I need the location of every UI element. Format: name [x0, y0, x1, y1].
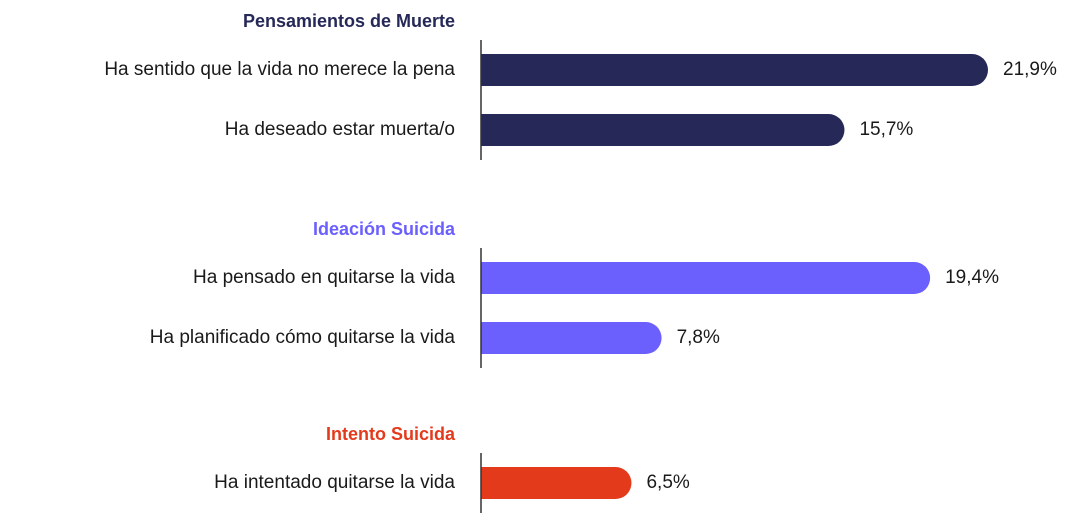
category-label: Ha sentido que la vida no merece la pena — [104, 59, 455, 80]
bar — [481, 262, 931, 294]
value-label: 21,9% — [1003, 59, 1057, 80]
category-label: Ha deseado estar muerta/o — [225, 119, 455, 140]
bar — [481, 467, 632, 499]
value-label: 15,7% — [859, 119, 913, 140]
category-label: Ha planificado cómo quitarse la vida — [150, 327, 456, 348]
group-title: Ideación Suicida — [313, 219, 456, 239]
value-label: 19,4% — [945, 267, 999, 288]
group-title: Pensamientos de Muerte — [243, 11, 455, 31]
bar — [481, 114, 845, 146]
category-label: Ha pensado en quitarse la vida — [193, 267, 455, 288]
group-title: Intento Suicida — [326, 424, 456, 444]
value-label: 6,5% — [646, 472, 689, 493]
value-label: 7,8% — [677, 327, 720, 348]
bar — [481, 322, 662, 354]
category-label: Ha intentado quitarse la vida — [214, 472, 455, 493]
bar — [481, 54, 988, 86]
